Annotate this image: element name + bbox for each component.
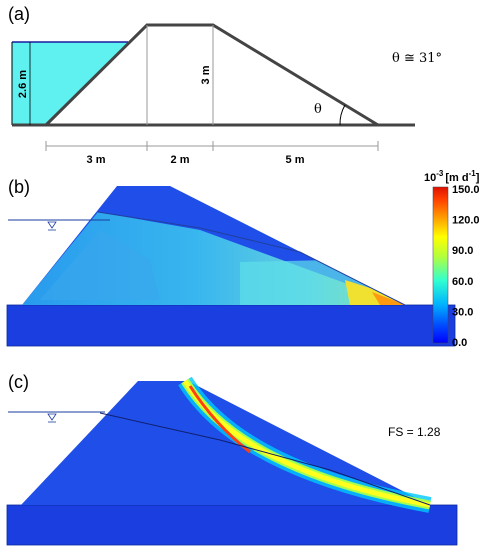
factor-of-safety: FS = 1.28 (388, 425, 441, 439)
dim-label-5m: 5 m (286, 154, 305, 166)
dim-label-3m: 3 m (87, 154, 106, 166)
colorbar-ticks: 150.0 120.0 90.0 60.0 30.0 0.0 (452, 184, 480, 349)
water-depth-label: 2.6 m (17, 70, 29, 98)
theta-equation: θ ≅ 31° (392, 51, 442, 66)
phreatic-line-b (97, 211, 406, 306)
colorbar-tick-label: 120.0 (452, 215, 480, 227)
panel-b-label: (b) (8, 177, 30, 197)
colorbar-tick-label: 60.0 (452, 276, 473, 288)
foundation-c (6, 504, 458, 546)
water-level-marker-b (47, 221, 57, 229)
dam-height-label: 3 m (200, 65, 212, 84)
colorbar-tick-label: 30.0 (452, 306, 473, 318)
colorbar-tick-label: 0.0 (452, 337, 467, 349)
panel-b: (b) 10-3 [m d-1] 150.0 120.0 90.0 60.0 30.0 0.… (6, 169, 480, 349)
dim-label-2m: 2 m (171, 154, 190, 166)
colorbar-tick-label: 90.0 (452, 245, 473, 257)
foundation-b (6, 304, 456, 347)
colorbar (432, 186, 449, 344)
seepage-field (22, 212, 405, 305)
seepage-hotspot-core (372, 292, 405, 305)
reservoir-water (12, 42, 128, 125)
panel-c: (c) FS = 1.28 (6, 372, 458, 546)
panel-a: (a) 2.6 m 3 m θ θ ≅ 31° 3 m 2 m 5 m (8, 4, 442, 166)
panel-c-label: (c) (8, 372, 29, 392)
theta-arc (339, 104, 346, 126)
phreatic-line-c (99, 412, 431, 506)
colorbar-unit: 10-3 [m d-1] (424, 169, 480, 184)
seepage-lobe-upstream (40, 230, 160, 300)
panel-a-label: (a) (8, 4, 30, 24)
theta-symbol: θ (314, 102, 322, 117)
dam-outline (44, 23, 379, 127)
colorbar-tick-label: 150.0 (452, 184, 480, 196)
seepage-hotspot (345, 280, 405, 305)
water-level-marker-c (47, 413, 57, 421)
